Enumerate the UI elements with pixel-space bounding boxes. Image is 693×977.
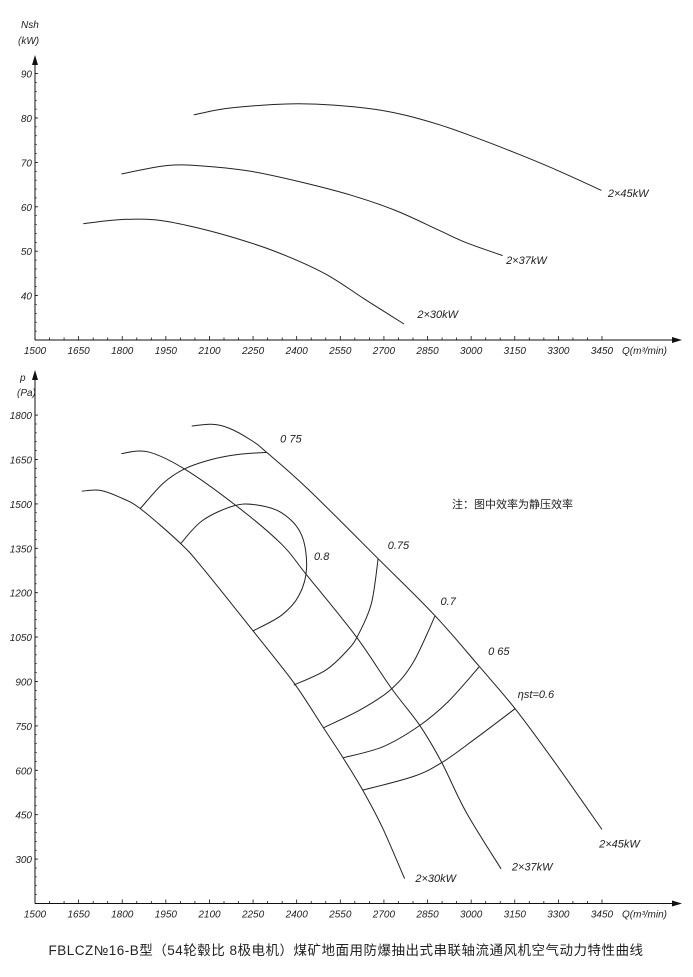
series-label-0: 2×45kW [607,188,650,200]
efficiency-contour-0 [139,451,267,509]
series-curve-1 [121,450,502,870]
series-label-0: 2×45kW [598,838,641,850]
x-tick-label: 2850 [415,910,439,921]
y-axis-unit: (kW) [18,36,39,47]
y-tick-label: 70 [21,158,33,169]
y-tick-label: 90 [21,70,33,81]
y-tick-label: 450 [15,811,32,822]
pressure-chart: 1500 1650 1800 1950 2100 2250 2400 2550 2700 2850… [10,370,682,921]
x-tick-label: 1500 [24,346,47,357]
y-tick-label: 1350 [10,544,33,555]
x-tick-label: 1800 [111,346,134,357]
y-tick-label: 300 [15,855,32,866]
series-label-2: 2×30kW [416,309,459,321]
x-axis-label: Q(m³/min) [622,346,667,357]
y-tick-label: 750 [15,722,32,733]
x-tick-label: 2100 [197,910,221,921]
y-tick-label: 900 [15,678,32,689]
x-axis-arrow-icon [672,337,682,343]
x-tick-label: 2700 [372,346,396,357]
x-tick-label: 2550 [328,346,352,357]
efficiency-note: 注：图中效率为静压效率 [452,497,573,511]
x-tick-label: 1650 [67,346,90,357]
x-tick-label: 3000 [460,346,483,357]
x-tick-label: 2550 [328,910,352,921]
y-tick-label: 50 [21,247,33,258]
series-curve-2 [81,489,406,879]
x-tick-label: 2850 [415,346,439,357]
y-axis-arrow-icon [32,370,38,380]
y-tick-label: 80 [21,114,33,125]
y-tick-label: 1500 [10,500,33,511]
efficiency-label-4: 0 65 [488,646,510,658]
x-tick-label: 1650 [67,910,90,921]
x-tick-label: 3150 [504,346,527,357]
y-axis-unit: (Pa) [17,388,36,399]
efficiency-label-3: 0.7 [441,596,457,608]
x-axis-label: Q(m³/min) [622,910,667,921]
x-tick-label: 3450 [591,346,614,357]
efficiency-label-2: 0.75 [388,540,410,552]
x-tick-label: 2250 [241,346,265,357]
y-axis-label: p [19,373,26,384]
x-tick-label: 3000 [460,910,483,921]
efficiency-contour-4 [342,666,480,759]
x-tick-label: 3150 [504,910,527,921]
x-tick-label: 2100 [197,346,221,357]
x-tick-label: 2400 [285,346,309,357]
x-tick-label: 1800 [111,910,134,921]
y-tick-label: 1050 [10,633,33,644]
y-axis-label: Nsh [21,20,39,31]
x-tick-label: 3300 [547,910,570,921]
efficiency-contour-3 [322,615,436,729]
x-tick-label: 3450 [591,910,614,921]
efficiency-label-5: ηst=0.6 [518,689,555,701]
x-tick-label: 1950 [155,910,178,921]
efficiency-label-0: 0 75 [280,434,302,446]
x-tick-label: 2400 [285,910,309,921]
y-tick-label: 1650 [10,456,33,467]
efficiency-contour-5 [362,708,516,791]
x-tick-label: 2700 [372,910,396,921]
x-tick-label: 2250 [241,910,265,921]
series-curve-0 [191,423,603,830]
figure-caption: FBLCZ№16-B型（54轮毂比 8极电机）煤矿地面用防爆抽出式串联轴流通风机… [48,943,643,958]
x-tick-label: 1950 [155,346,178,357]
series-curve-1 [121,164,503,257]
series-label-1: 2×37kW [511,861,554,873]
y-tick-label: 40 [21,292,33,303]
efficiency-label-1: 0.8 [314,551,330,563]
efficiency-contour-1 [180,503,308,632]
series-label-2: 2×30kW [414,873,457,885]
x-tick-label: 1500 [24,910,47,921]
y-tick-label: 1200 [10,589,33,600]
y-tick-label: 60 [21,203,33,214]
series-curve-0 [193,103,602,191]
efficiency-contour-2 [293,558,379,686]
y-tick-label: 1800 [10,411,33,422]
series-label-1: 2×37kW [505,255,548,267]
x-axis-arrow-icon [672,900,682,907]
power-chart: 1500 1650 1800 1950 2100 2250 2400 2550 2700 2850… [18,20,682,357]
y-tick-label: 600 [15,766,32,777]
x-tick-label: 3300 [547,346,570,357]
y-axis-arrow-icon [32,55,38,65]
series-curve-2 [83,218,405,325]
